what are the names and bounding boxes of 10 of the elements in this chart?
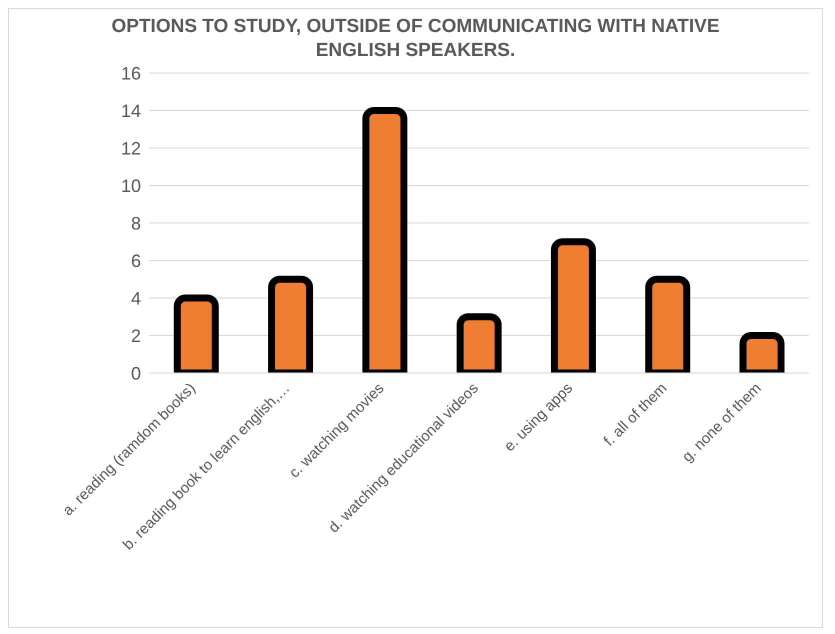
y-tick-label: 4 (130, 288, 141, 308)
y-tick-label: 8 (130, 213, 141, 234)
chart-title: OPTIONS TO STUDY, OUTSIDE OF COMMUNICATING WITH NATIVE ENGLISH SPEAKERS. (110, 15, 720, 63)
y-tick-label: 0 (130, 363, 141, 384)
y-tick-label: 16 (120, 63, 141, 84)
y-tick-label: 2 (130, 326, 141, 346)
y-tick-label: 12 (120, 138, 141, 158)
y-tick-label: 6 (130, 250, 141, 271)
y-tick-label: 10 (120, 176, 141, 196)
y-tick-label: 14 (120, 100, 141, 121)
